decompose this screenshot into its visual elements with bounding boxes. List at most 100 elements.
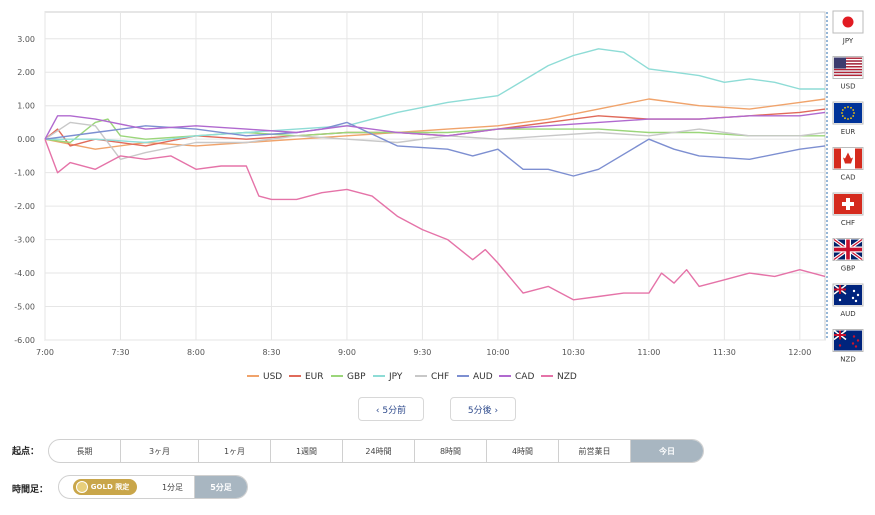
y-tick-label: -2.00 bbox=[14, 202, 35, 211]
timeframe-label: 時間足： bbox=[12, 485, 49, 495]
start-option-2[interactable]: 1ヶ月 bbox=[199, 440, 271, 462]
flag-emblem bbox=[842, 16, 854, 28]
flag-label-aud: AUD bbox=[840, 310, 855, 318]
y-tick-label: -1.00 bbox=[14, 169, 35, 178]
currency-strength-chart: 3.00 2.00 1.00 0.00 -1.00 -2.00 -3.00 -4.00 -5.0… bbox=[14, 10, 864, 382]
flag-frame bbox=[832, 329, 864, 352]
flag-band bbox=[834, 148, 841, 169]
timeframe-option-0[interactable]: 1分足 bbox=[151, 476, 195, 498]
start-option-1[interactable]: 3ヶ月 bbox=[121, 440, 199, 462]
flag-field bbox=[834, 103, 862, 123]
flag-frame bbox=[832, 192, 864, 216]
flag-band bbox=[855, 148, 862, 169]
gold-limited-badge: GOLD 限定 bbox=[59, 476, 151, 498]
x-tick-label: 9:30 bbox=[413, 348, 431, 357]
flag-cross bbox=[834, 334, 846, 336]
x-tick-label: 8:30 bbox=[262, 348, 280, 357]
x-tick-label: 9:00 bbox=[338, 348, 356, 357]
start-point-label: 起点： bbox=[12, 447, 40, 457]
flag-star bbox=[838, 298, 842, 302]
maple-leaf-icon bbox=[843, 152, 853, 164]
flag-stripe bbox=[834, 67, 862, 69]
flag-label-cad: CAD bbox=[840, 174, 855, 182]
flag-star bbox=[854, 345, 858, 348]
flag-cross bbox=[834, 288, 846, 291]
next-5min-button[interactable]: 5分後 › bbox=[450, 397, 516, 421]
new-zealand-flag-icon[interactable]: NZD bbox=[832, 329, 864, 364]
canada-flag-icon[interactable]: CAD bbox=[832, 147, 864, 182]
start-option-7[interactable]: 前営業日 bbox=[559, 440, 631, 462]
series-line-aud bbox=[44, 121, 826, 177]
flag-star bbox=[844, 117, 846, 120]
flag-star bbox=[856, 339, 860, 342]
flag-star bbox=[852, 115, 855, 117]
chart-legend: USD EUR GBP JPY CHF AUD CAD NZD bbox=[247, 372, 577, 382]
flag-stripe bbox=[834, 66, 862, 68]
flag-frame bbox=[832, 56, 864, 79]
x-axis-ticks: 7:00 7:30 8:00 8:30 9:00 9:30 10:00 10:30 11:00 1… bbox=[36, 348, 811, 357]
x-tick-label: 12:00 bbox=[788, 348, 811, 357]
eu-flag-icon[interactable]: EUR bbox=[832, 101, 864, 136]
start-option-0[interactable]: 長期 bbox=[49, 440, 121, 462]
flag-stripe bbox=[834, 68, 862, 71]
flag-label-eur: EUR bbox=[841, 128, 856, 136]
uk-flag-icon[interactable]: GBP bbox=[832, 238, 864, 273]
japan-flag-icon[interactable]: JPY bbox=[832, 10, 864, 45]
flag-stripe bbox=[834, 61, 862, 64]
flag-stripe bbox=[834, 71, 862, 74]
flag-sidebar: JPY USD EUR CAD CHF GBP AUD NZD bbox=[832, 10, 864, 364]
flag-star bbox=[841, 115, 844, 117]
flag-stripe bbox=[834, 70, 862, 72]
start-option-3[interactable]: 1週間 bbox=[271, 440, 343, 462]
gold-limited-label: GOLD 限定 bbox=[90, 483, 130, 491]
legend-label-chf: CHF bbox=[431, 372, 449, 382]
us-flag-icon[interactable]: USD bbox=[832, 56, 864, 91]
flag-star bbox=[852, 289, 856, 293]
y-tick-label: 0.00 bbox=[17, 135, 35, 144]
legend-label-nzd: NZD bbox=[557, 372, 577, 382]
flag-frame bbox=[832, 147, 864, 170]
start-option-5[interactable]: 8時間 bbox=[415, 440, 487, 462]
y-tick-label: 2.00 bbox=[17, 68, 35, 77]
y-tick-label: -5.00 bbox=[14, 303, 35, 312]
flag-cross bbox=[834, 247, 862, 252]
flag-star bbox=[841, 112, 843, 114]
start-option-6[interactable]: 4時間 bbox=[487, 440, 559, 462]
series-line-chf bbox=[44, 121, 826, 161]
flag-star bbox=[851, 296, 855, 300]
flag-star bbox=[854, 299, 858, 303]
flag-canton bbox=[834, 57, 846, 69]
flag-star bbox=[847, 106, 849, 108]
start-option-4[interactable]: 24時間 bbox=[343, 440, 415, 462]
flag-frame bbox=[832, 10, 864, 34]
legend-label-jpy: JPY bbox=[388, 372, 403, 382]
flag-star bbox=[850, 117, 852, 120]
legend-label-aud: AUD bbox=[473, 372, 493, 382]
prev-5min-button[interactable]: ‹ 5分前 bbox=[358, 397, 424, 421]
x-tick-label: 10:00 bbox=[486, 348, 509, 357]
y-tick-label: -3.00 bbox=[14, 236, 35, 245]
y-tick-label: -4.00 bbox=[14, 269, 35, 278]
flag-stripe bbox=[834, 58, 862, 61]
x-tick-label: 11:30 bbox=[713, 348, 736, 357]
flag-stripe bbox=[834, 63, 862, 65]
flag-star bbox=[851, 342, 855, 345]
flag-stripe bbox=[834, 64, 862, 67]
y-tick-label: 3.00 bbox=[17, 35, 35, 44]
flag-star bbox=[844, 106, 846, 109]
x-tick-label: 8:00 bbox=[187, 348, 205, 357]
flag-star bbox=[850, 106, 852, 109]
start-option-8[interactable]: 今日 bbox=[631, 440, 703, 462]
plot-area bbox=[44, 11, 826, 341]
flag-star bbox=[856, 293, 860, 297]
x-tick-label: 7:00 bbox=[36, 348, 54, 357]
start-point-selector: 長期 3ヶ月 1ヶ月 1週間 24時間 8時間 4時間 前営業日 今日 bbox=[48, 439, 704, 463]
swiss-flag-icon[interactable]: CHF bbox=[832, 192, 864, 227]
flag-star bbox=[838, 344, 842, 347]
australia-flag-icon[interactable]: AUD bbox=[832, 283, 864, 318]
timeframe-option-1[interactable]: 5分足 bbox=[195, 476, 247, 498]
timeframe-selector: GOLD 限定 1分足 5分足 bbox=[58, 475, 248, 499]
legend-label-cad: CAD bbox=[515, 372, 534, 382]
flag-label-chf: CHF bbox=[841, 219, 855, 227]
y-axis-ticks: 3.00 2.00 1.00 0.00 -1.00 -2.00 -3.00 -4.00 -5.0… bbox=[14, 35, 35, 345]
